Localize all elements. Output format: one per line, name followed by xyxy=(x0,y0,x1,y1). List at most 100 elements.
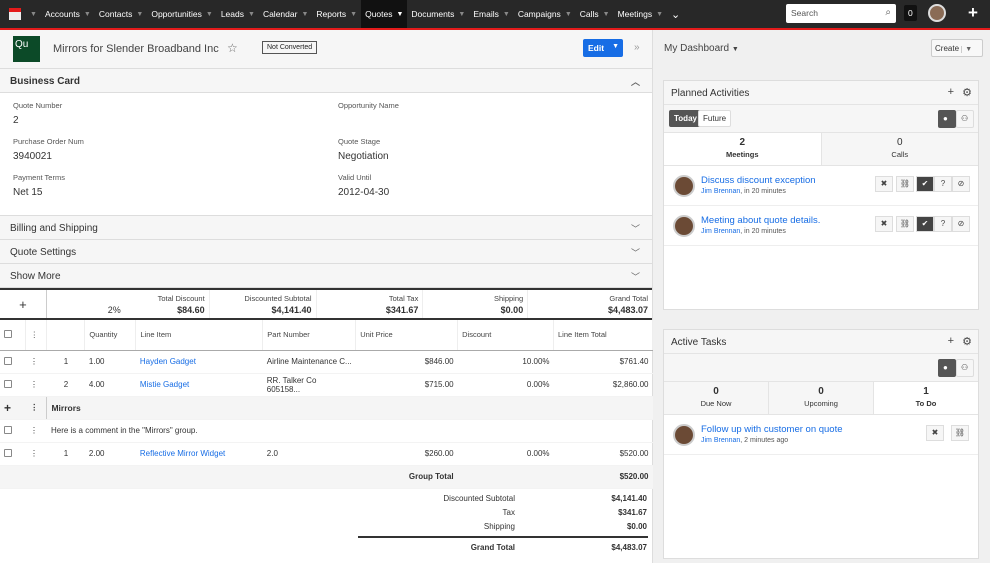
user-link[interactable]: Jim Brennan xyxy=(701,188,741,195)
row-checkbox[interactable] xyxy=(0,419,26,443)
row-kebab-icon[interactable]: ⋮ xyxy=(25,442,47,466)
tab-calls[interactable]: 0 Calls xyxy=(820,133,978,165)
caret-icon[interactable]: ▼ xyxy=(83,10,91,18)
caret-icon[interactable]: ▼ xyxy=(564,10,572,18)
caret-icon[interactable]: ▼ xyxy=(502,10,510,18)
row-kebab-icon[interactable]: ⋮ xyxy=(25,419,47,443)
add-plus-icon[interactable]: + xyxy=(947,86,954,98)
row-checkbox[interactable] xyxy=(0,373,26,397)
tab-due-now[interactable]: 0 Due Now xyxy=(664,382,768,414)
my-items-user-icon[interactable]: ● xyxy=(938,359,956,377)
close-icon[interactable]: ✖ xyxy=(926,425,944,441)
select-all-checkbox[interactable] xyxy=(0,320,27,351)
caret-icon[interactable]: ▼ xyxy=(602,10,610,18)
notifications-badge[interactable]: 0 xyxy=(904,5,917,21)
field-quote-number[interactable]: Quote Number 2 xyxy=(13,101,62,126)
field-opportunity-name[interactable]: Opportunity Name xyxy=(338,101,399,115)
chevron-down-icon[interactable]: ﹀ xyxy=(630,224,640,234)
tab-meetings[interactable]: 2 Meetings xyxy=(664,133,821,165)
tentative-question-icon[interactable]: ? xyxy=(934,216,952,232)
close-icon[interactable]: ✖ xyxy=(875,176,893,192)
add-plus-icon[interactable]: + xyxy=(947,335,954,347)
row-kebab-icon[interactable]: ⋮ xyxy=(25,350,47,374)
team-users-icon[interactable]: ⚇ xyxy=(956,110,974,128)
caret-icon[interactable]: ▼ xyxy=(136,10,144,18)
tentative-question-icon[interactable]: ? xyxy=(934,176,952,192)
user-avatar[interactable] xyxy=(928,4,946,22)
col-unit-price[interactable]: Unit Price xyxy=(355,320,459,351)
row-checkbox[interactable] xyxy=(0,350,26,374)
unlink-icon[interactable]: ⛓ xyxy=(896,216,914,232)
activity-link[interactable]: Meeting about quote details. xyxy=(701,215,821,226)
decline-icon[interactable]: ⊘ xyxy=(952,216,970,232)
dashboard-selector[interactable]: My Dashboard ▼ xyxy=(664,43,739,54)
chevron-down-icon[interactable]: ﹀ xyxy=(630,248,640,258)
caret-down-icon[interactable]: ▼ xyxy=(961,46,973,53)
search-input[interactable]: Search ⌕ xyxy=(786,4,896,23)
business-card-header[interactable]: Business Card ︿ xyxy=(0,69,652,93)
nav-opportunities[interactable]: Opportunities ▼ xyxy=(147,0,217,28)
caret-icon[interactable]: ▼ xyxy=(656,10,664,18)
nav-documents[interactable]: Documents ▼ xyxy=(407,0,469,28)
caret-icon[interactable]: ▼ xyxy=(301,10,309,18)
gear-icon[interactable]: ⚙ xyxy=(962,87,972,99)
nav-calls[interactable]: Calls ▼ xyxy=(576,0,614,28)
nav-reports[interactable]: Reports ▼ xyxy=(312,0,361,28)
close-icon[interactable]: ✖ xyxy=(875,216,893,232)
row-checkbox[interactable] xyxy=(0,442,26,466)
task-link[interactable]: Follow up with customer on quote xyxy=(701,424,843,435)
future-button[interactable]: Future xyxy=(698,110,732,127)
field-payment-terms[interactable]: Payment Terms Net 15 xyxy=(13,173,65,198)
my-items-user-icon[interactable]: ● xyxy=(938,110,956,128)
field-quote-stage[interactable]: Quote Stage Negotiation xyxy=(338,137,389,162)
field-purchase-order[interactable]: Purchase Order Num 3940021 xyxy=(13,137,84,162)
field-valid-until[interactable]: Valid Until 2012-04-30 xyxy=(338,173,389,198)
tab-upcoming[interactable]: 0 Upcoming xyxy=(768,382,873,414)
edit-button[interactable]: Edit ▼ xyxy=(583,39,623,57)
accept-check-icon[interactable]: ✔ xyxy=(916,176,934,192)
caret-icon[interactable]: ▼ xyxy=(248,10,255,18)
user-link[interactable]: Jim Brennan xyxy=(701,437,741,444)
team-users-icon[interactable]: ⚇ xyxy=(956,359,974,377)
caret-icon[interactable]: ▼ xyxy=(458,10,466,18)
row-kebab-icon[interactable]: ⋮ xyxy=(25,373,47,397)
today-button[interactable]: Today xyxy=(669,110,702,127)
nav-quotes[interactable]: Quotes ▼ xyxy=(361,0,408,28)
chevron-down-icon[interactable]: ﹀ xyxy=(630,272,640,282)
billing-shipping-header[interactable]: Billing and Shipping ﹀ xyxy=(0,216,652,240)
row-item-link[interactable]: Reflective Mirror Widget xyxy=(135,442,263,466)
group-kebab-icon[interactable]: ⋮ xyxy=(25,395,47,420)
decline-icon[interactable]: ⊘ xyxy=(952,176,970,192)
nav-campaigns[interactable]: Campaigns ▼ xyxy=(514,0,576,28)
logo-icon[interactable] xyxy=(0,0,30,28)
create-button[interactable]: Create ▼ xyxy=(931,39,983,57)
unlink-icon[interactable]: ⛓ xyxy=(951,425,969,441)
search-icon[interactable]: ⌕ xyxy=(885,7,891,18)
nav-contacts[interactable]: Contacts ▼ xyxy=(95,0,147,28)
row-item-link[interactable]: Hayden Gadget xyxy=(135,350,263,374)
caret-icon[interactable]: ▼ xyxy=(350,10,358,18)
quick-create-plus-icon[interactable]: + xyxy=(968,3,978,22)
col-quantity[interactable]: Quantity xyxy=(84,320,137,351)
group-add-plus-icon[interactable]: + xyxy=(0,395,26,420)
chevron-up-icon[interactable]: ︿ xyxy=(630,77,640,87)
unlink-icon[interactable]: ⛓ xyxy=(896,176,914,192)
activity-link[interactable]: Discuss discount exception xyxy=(701,175,816,186)
toggle-sidebar-icon[interactable]: » xyxy=(634,42,640,53)
favorite-star-icon[interactable]: ☆ xyxy=(227,41,238,55)
gear-icon[interactable]: ⚙ xyxy=(962,336,972,348)
nav-emails[interactable]: Emails ▼ xyxy=(469,0,513,28)
more-modules-chevron-icon[interactable]: ⌄ xyxy=(671,8,681,21)
row-item-link[interactable]: Mistie Gadget xyxy=(135,373,263,397)
user-link[interactable]: Jim Brennan xyxy=(701,228,741,235)
col-discount[interactable]: Discount xyxy=(457,320,555,351)
nav-calendar[interactable]: Calendar ▼ xyxy=(259,0,312,28)
caret-down-icon[interactable]: ▼ xyxy=(612,43,619,50)
nav-accounts[interactable]: Accounts ▼ xyxy=(41,0,95,28)
caret-icon[interactable]: ▼ xyxy=(396,10,404,18)
tab-to-do[interactable]: 1 To Do xyxy=(873,382,978,414)
actions-kebab-icon[interactable]: ⋮ xyxy=(25,320,48,351)
nav-meetings[interactable]: Meetings ▼ xyxy=(614,0,667,28)
add-item-plus-icon[interactable]: + xyxy=(0,290,47,318)
quote-settings-header[interactable]: Quote Settings ﹀ xyxy=(0,240,652,264)
